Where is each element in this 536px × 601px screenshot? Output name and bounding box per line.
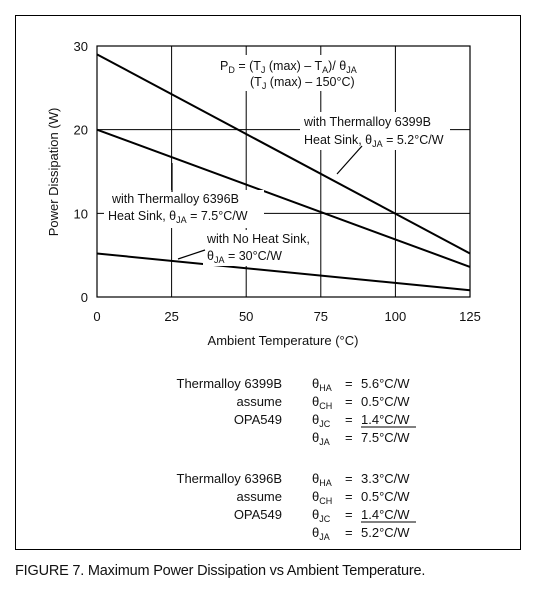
figure-caption: FIGURE 7. Maximum Power Dissipation vs A…	[15, 563, 426, 579]
label-no-heat-sink: with No Heat Sink, θJA = 30°C/W	[177, 230, 319, 266]
table-symbol: θJA	[312, 430, 330, 447]
y-tick-labels: 0 10 20 30	[74, 39, 88, 305]
formula-background	[217, 55, 375, 91]
table-symbol: θJC	[312, 412, 331, 429]
table-value: 1.4°C/W	[361, 412, 410, 427]
thermal-tables: Thermalloy 6399B θHA = 5.6°C/W assume θCH = 0.5…	[177, 376, 416, 542]
label-no-heat-sink-background	[203, 230, 319, 266]
table-symbol: θCH	[312, 489, 332, 506]
y-tick-label: 0	[81, 290, 88, 305]
x-tick-label: 125	[459, 309, 481, 324]
table-symbol: θJA	[312, 525, 330, 542]
table-label: Thermalloy 6399B	[177, 376, 283, 391]
formula-line-2: (TJ (max) – 150°C)	[250, 75, 355, 91]
table-label: Thermalloy 6396B	[177, 471, 283, 486]
label-6396b-background	[104, 190, 264, 228]
table-value: 5.6°C/W	[361, 376, 410, 391]
y-tick-label: 10	[74, 206, 88, 221]
table-value: 1.4°C/W	[361, 507, 410, 522]
table-symbol: θCH	[312, 394, 332, 411]
label-6399b-background	[300, 112, 450, 150]
table-equals: =	[345, 525, 353, 540]
table-value: 5.2°C/W	[361, 525, 410, 540]
table-label: assume	[236, 394, 282, 409]
x-tick-label: 75	[314, 309, 328, 324]
table-symbol: θHA	[312, 376, 332, 393]
label-6399b-line-2: Heat Sink, θJA = 5.2°C/W	[304, 133, 444, 149]
table-label: OPA549	[234, 412, 282, 427]
formula-line-1: PD = (TJ (max) – TA)/ θJA	[220, 59, 357, 75]
label-6396b: with Thermalloy 6396B Heat Sink, θJA = 7…	[104, 163, 264, 228]
table-equals: =	[345, 394, 353, 409]
plot-border	[96, 45, 471, 298]
series-line-6396b	[96, 128, 471, 268]
series-line-no-heat-sink	[96, 252, 471, 292]
label-6399b-pointer	[336, 145, 363, 175]
label-6399b-line-1: with Thermalloy 6399B	[303, 115, 431, 129]
x-tick-label: 100	[385, 309, 407, 324]
table-value: 3.3°C/W	[361, 471, 410, 486]
x-tick-label: 50	[239, 309, 253, 324]
table-value: 0.5°C/W	[361, 489, 410, 504]
table-label: assume	[236, 489, 282, 504]
y-tick-label: 20	[74, 123, 88, 138]
table-value: 0.5°C/W	[361, 394, 410, 409]
table-equals: =	[345, 471, 353, 486]
table-value: 7.5°C/W	[361, 430, 410, 445]
label-6396b-line-2: Heat Sink, θJA = 7.5°C/W	[108, 209, 248, 225]
label-no-heat-sink-line-1: with No Heat Sink,	[206, 232, 310, 246]
label-no-heat-sink-line-2: θJA = 30°C/W	[207, 249, 282, 265]
table-equals: =	[345, 489, 353, 504]
table-equals: =	[345, 430, 353, 445]
y-axis-label: Power Dissipation (W)	[46, 108, 61, 237]
formula-annotation: PD = (TJ (max) – TA)/ θJA (TJ (max) – 15…	[217, 55, 375, 91]
series-lines	[96, 53, 471, 292]
label-6399b: with Thermalloy 6399B Heat Sink, θJA = 5…	[300, 112, 450, 175]
power-dissipation-chart: 0 25 50 75 100 125 0 10 20 30 Ambient Temperatur…	[46, 39, 481, 542]
x-tick-labels: 0 25 50 75 100 125	[93, 309, 480, 324]
x-axis-label: Ambient Temperature (°C)	[208, 333, 359, 348]
table-symbol: θJC	[312, 507, 331, 524]
y-tick-label: 30	[74, 39, 88, 54]
series-line-6399b	[96, 53, 471, 255]
label-6396b-line-1: with Thermalloy 6396B	[111, 192, 239, 206]
figure-frame	[15, 15, 521, 550]
x-tick-label: 0	[93, 309, 100, 324]
table-equals: =	[345, 376, 353, 391]
table-equals: =	[345, 507, 353, 522]
table-label: OPA549	[234, 507, 282, 522]
table-symbol: θHA	[312, 471, 332, 488]
label-no-heat-sink-pointer	[177, 249, 206, 260]
table-equals: =	[345, 412, 353, 427]
x-tick-label: 25	[164, 309, 178, 324]
